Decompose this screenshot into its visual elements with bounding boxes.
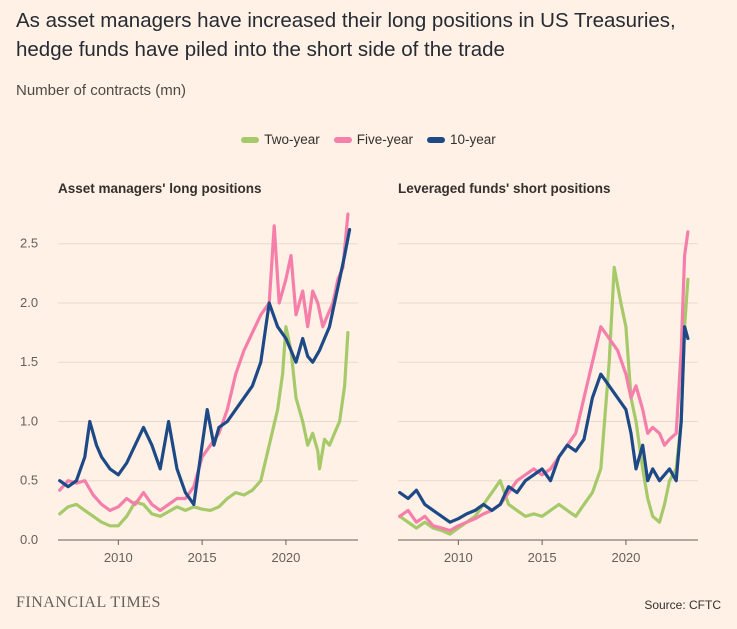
series-line-two-year bbox=[398, 265, 690, 536]
series-line-two-year bbox=[58, 325, 350, 528]
legend-label-ten-year: 10-year bbox=[450, 132, 496, 147]
legend-swatch-two-year bbox=[241, 136, 260, 143]
chart-subtitle: Number of contracts (mn) bbox=[16, 82, 187, 99]
y-tick-label: 2.5 bbox=[20, 236, 38, 251]
legend-label-two-year: Two-year bbox=[264, 132, 320, 147]
legend-item-two-year: Two-year bbox=[241, 132, 320, 147]
source-note: Source: CFTC bbox=[644, 598, 721, 612]
y-tick-label: 1.5 bbox=[20, 354, 38, 369]
legend-item-ten-year: 10-year bbox=[427, 132, 496, 147]
legend-swatch-ten-year bbox=[427, 136, 445, 143]
x-tick-label: 2020 bbox=[271, 550, 300, 565]
y-tick-label: 1.0 bbox=[20, 413, 38, 428]
series-line-10-year bbox=[58, 227, 352, 506]
y-tick-label: 0.0 bbox=[20, 532, 38, 547]
legend-swatch-five-year bbox=[333, 136, 352, 143]
left-panel-title: Asset managers' long positions bbox=[58, 181, 262, 196]
x-tick-label: 2010 bbox=[444, 550, 473, 565]
y-tick-label: 2.0 bbox=[20, 295, 38, 310]
x-tick-label: 2015 bbox=[188, 550, 217, 565]
ft-logo: FINANCIAL TIMES bbox=[16, 594, 161, 611]
legend-label-five-year: Five-year bbox=[356, 132, 413, 147]
right-panel-title: Leveraged funds' short positions bbox=[398, 181, 611, 196]
series-line-10-year bbox=[398, 325, 690, 524]
legend: Two-year Five-year 10-year bbox=[0, 132, 737, 147]
legend-item-five-year: Five-year bbox=[333, 132, 413, 147]
chart-title: As asset managers have increased their l… bbox=[16, 9, 676, 61]
y-tick-label: 0.5 bbox=[20, 473, 38, 488]
x-tick-label: 2010 bbox=[104, 550, 133, 565]
x-tick-label: 2020 bbox=[611, 550, 640, 565]
series-line-five-year bbox=[58, 212, 350, 512]
x-tick-label: 2015 bbox=[528, 550, 557, 565]
